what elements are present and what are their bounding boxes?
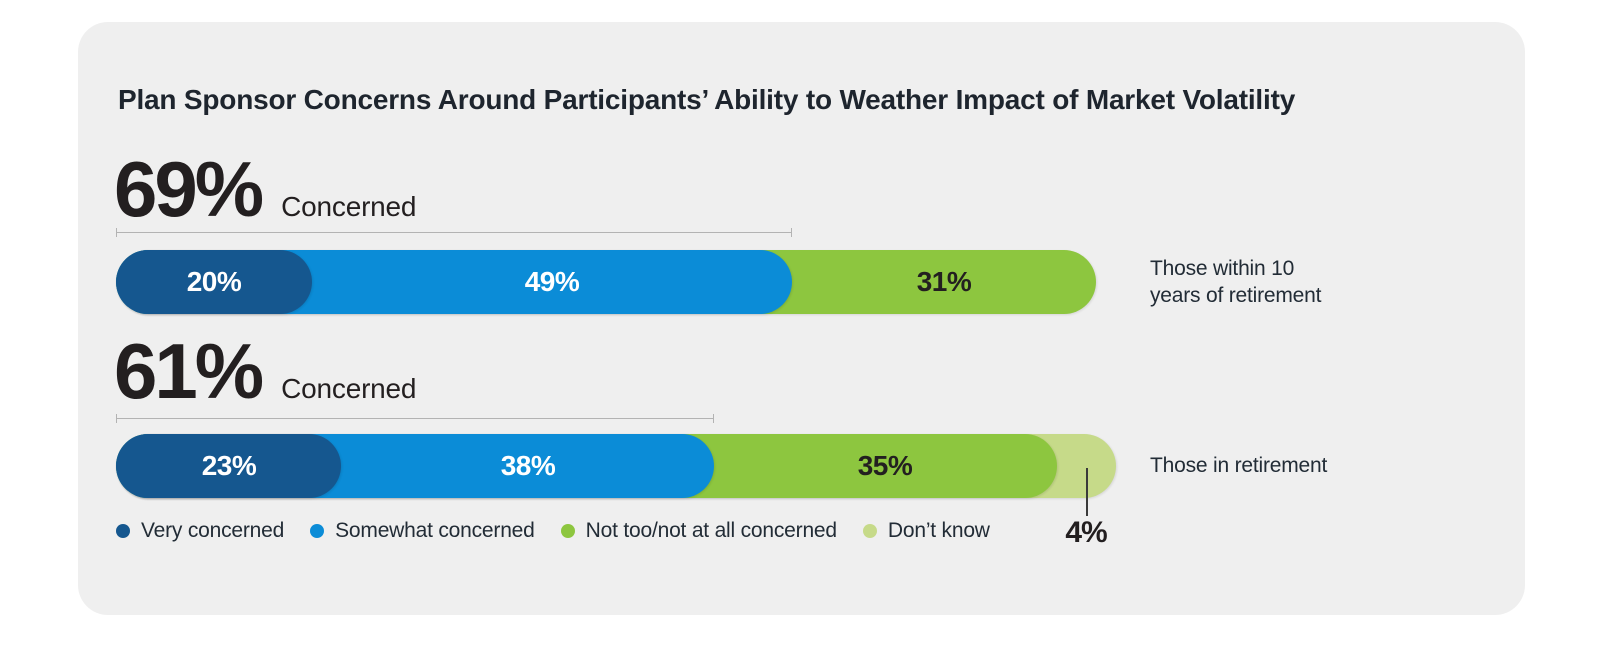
legend-item: Don’t know bbox=[862, 519, 990, 543]
segment-value-label: 20% bbox=[186, 266, 242, 297]
bracket-tick-right bbox=[713, 414, 714, 423]
legend-dot-icon bbox=[560, 524, 575, 538]
bracket-tick-left bbox=[116, 414, 117, 423]
callout-value-label: 4% bbox=[1065, 516, 1107, 549]
legend-dot-icon bbox=[862, 524, 877, 538]
stacked-bar-row: 20% 49% 31% bbox=[116, 250, 1096, 314]
segment-value-label: 38% bbox=[500, 450, 556, 481]
bar-category-label-line: Those within 10 bbox=[1150, 257, 1295, 280]
chart-card: Plan Sponsor Concerns Around Participant… bbox=[78, 22, 1525, 615]
legend-item-label: Very concerned bbox=[141, 519, 285, 542]
legend-item-label: Not too/not at all concerned bbox=[585, 519, 837, 542]
concerned-bracket bbox=[116, 414, 714, 423]
legend-dot-icon bbox=[116, 524, 130, 538]
bar-segment-very-concerned bbox=[116, 250, 312, 314]
chart-legend: Very concerned Somewhat concerned Not too/… bbox=[116, 519, 990, 543]
row-headline: 61% Concerned bbox=[114, 327, 417, 415]
legend-item: Not too/not at all concerned bbox=[560, 519, 837, 543]
headline-value: 61% bbox=[114, 327, 264, 415]
legend-item: Very concerned bbox=[116, 519, 284, 543]
stacked-bar-row: 23% 38% 35% bbox=[116, 434, 1116, 498]
segment-value-label: 31% bbox=[916, 266, 972, 297]
row-headline: 69% Concerned bbox=[114, 145, 417, 233]
headline-suffix-label: Concerned bbox=[281, 373, 417, 404]
bracket-tick-left bbox=[116, 228, 117, 237]
bracket-tick-right bbox=[791, 228, 792, 237]
legend-item: Somewhat concerned bbox=[310, 519, 535, 543]
segment-value-label: 35% bbox=[857, 450, 913, 481]
headline-suffix-label: Concerned bbox=[281, 191, 417, 222]
bar-category-label-line: years of retirement bbox=[1150, 284, 1322, 307]
legend-item-label: Somewhat concerned bbox=[335, 519, 535, 542]
legend-dot-icon bbox=[310, 524, 325, 538]
bar-category-label: Those in retirement bbox=[1150, 452, 1327, 479]
segment-value-label: 49% bbox=[524, 266, 580, 297]
chart-title: Plan Sponsor Concerns Around Participant… bbox=[118, 84, 1296, 115]
callout-line bbox=[1086, 468, 1088, 516]
headline-value: 69% bbox=[114, 145, 264, 233]
legend-item-label: Don’t know bbox=[887, 519, 990, 542]
bar-segment-very-concerned bbox=[116, 434, 341, 498]
segment-value-label: 23% bbox=[201, 450, 257, 481]
bar-category-label: Those within 10 years of retirement bbox=[1150, 255, 1321, 309]
concerned-bracket bbox=[116, 228, 792, 237]
bar-category-label-line: Those in retirement bbox=[1150, 454, 1328, 477]
